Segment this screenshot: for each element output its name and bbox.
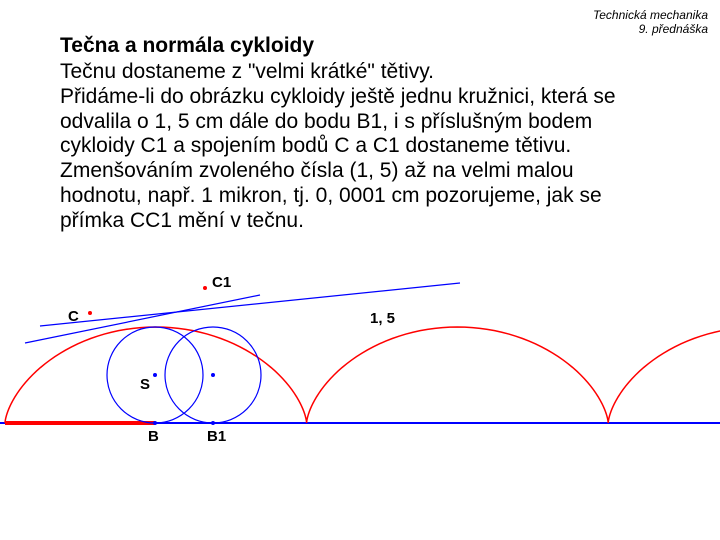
paragraph-1: Tečnu dostaneme z "velmi krátké" tětivy. bbox=[60, 60, 660, 85]
paragraph-2: Přidáme-li do obrázku cykloidy ještě jed… bbox=[60, 85, 660, 159]
label-C1: C1 bbox=[212, 274, 231, 291]
page-title: Tečna a normála cykloidy bbox=[60, 34, 660, 58]
label-S: S bbox=[140, 376, 150, 393]
diagram-svg bbox=[0, 268, 720, 498]
text-block: Tečna a normála cykloidy Tečnu dostaneme… bbox=[60, 34, 660, 233]
header-right: Technická mechanika 9. přednáška bbox=[593, 8, 708, 37]
label-dist: 1, 5 bbox=[370, 310, 395, 327]
label-C: C bbox=[68, 308, 79, 325]
paragraph-3: Zmenšováním zvoleného čísla (1, 5) až na… bbox=[60, 159, 660, 233]
header-line1: Technická mechanika bbox=[593, 8, 708, 22]
label-B: B bbox=[148, 428, 159, 445]
label-B1: B1 bbox=[207, 428, 226, 445]
cycloid-diagram: C C1 S B B1 1, 5 bbox=[0, 268, 720, 498]
